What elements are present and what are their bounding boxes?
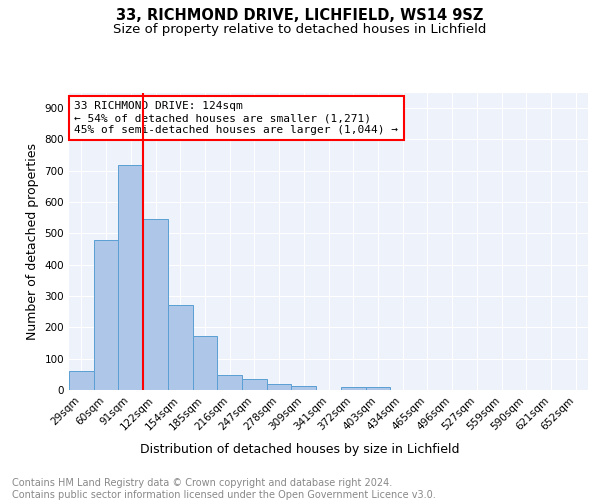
Bar [168,306,193,390]
Bar [341,388,365,390]
Bar [94,240,118,390]
Bar [242,379,267,390]
Bar [118,164,143,390]
Bar [193,336,217,390]
Bar [143,220,168,390]
Bar [292,386,316,390]
Text: 33 RICHMOND DRIVE: 124sqm
← 54% of detached houses are smaller (1,271)
45% of se: 33 RICHMOND DRIVE: 124sqm ← 54% of detac… [74,102,398,134]
Text: 33, RICHMOND DRIVE, LICHFIELD, WS14 9SZ: 33, RICHMOND DRIVE, LICHFIELD, WS14 9SZ [116,8,484,22]
Y-axis label: Number of detached properties: Number of detached properties [26,143,39,340]
Text: Contains HM Land Registry data © Crown copyright and database right 2024.
Contai: Contains HM Land Registry data © Crown c… [12,478,436,500]
Text: Distribution of detached houses by size in Lichfield: Distribution of detached houses by size … [140,442,460,456]
Bar [69,371,94,390]
Bar [217,375,242,390]
Bar [365,388,390,390]
Bar [267,384,292,390]
Text: Size of property relative to detached houses in Lichfield: Size of property relative to detached ho… [113,22,487,36]
